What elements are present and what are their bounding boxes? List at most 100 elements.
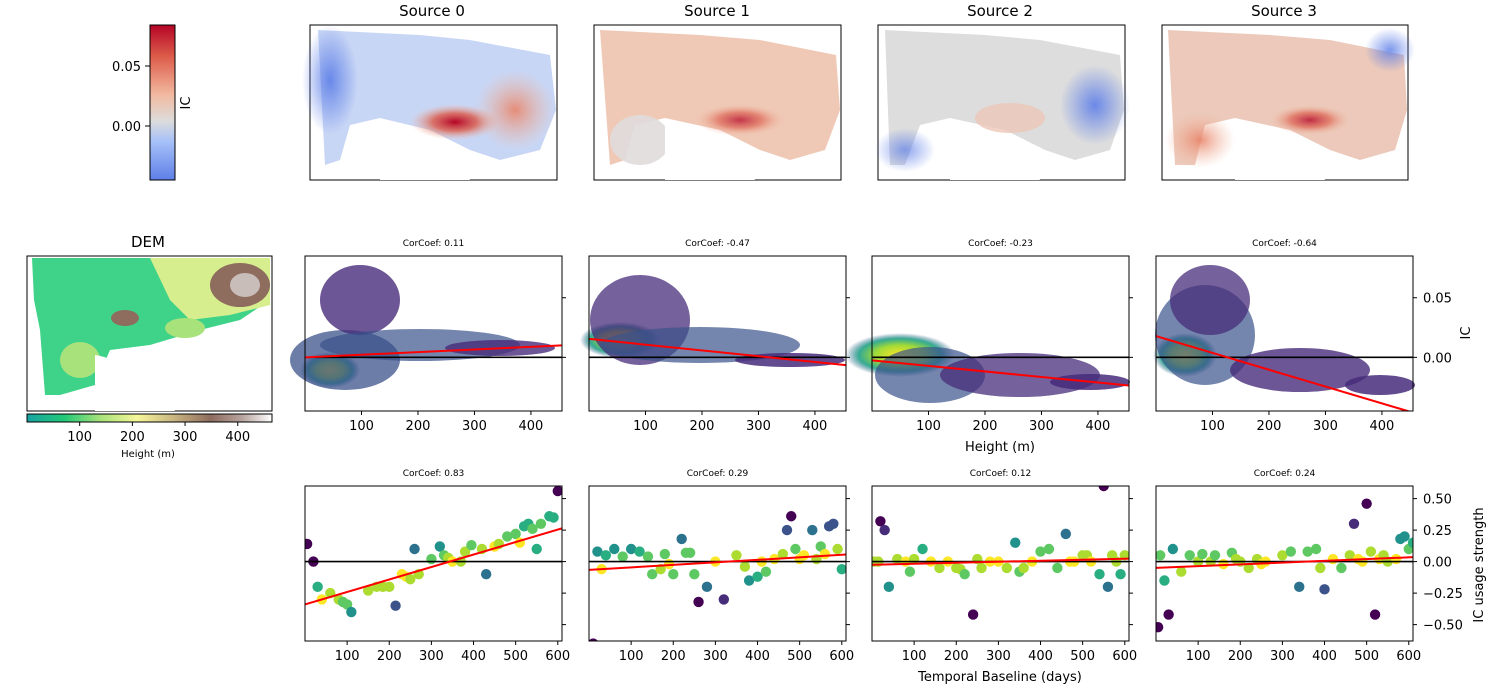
scatter-point <box>617 551 628 562</box>
plot-area <box>589 337 846 367</box>
panel-frame <box>1155 255 1414 412</box>
source-map-3: Source 3 <box>1161 2 1415 181</box>
scatter-point <box>510 528 521 540</box>
x-tick-label: 500 <box>1070 649 1095 664</box>
dem-title: DEM <box>131 233 165 251</box>
scatter-point <box>1348 518 1360 530</box>
temporal-ylabel: IC usage strength <box>1472 507 1487 622</box>
corcoef-label: CorCoef: -0.23 <box>968 239 1033 249</box>
scatter-point <box>502 531 513 542</box>
x-tick-label: 200 <box>944 649 969 664</box>
scatter-point <box>527 523 538 535</box>
scatter-point <box>1018 562 1029 574</box>
scatter-point <box>879 524 890 536</box>
height-cloud-3 <box>1153 265 1415 395</box>
source-map-0: Source 0 <box>302 2 558 181</box>
x-tick-label: 400 <box>803 419 828 434</box>
corcoef-label: CorCoef: 0.12 <box>970 469 1032 479</box>
source-title-2: Source 2 <box>967 2 1033 20</box>
x-tick-label: 200 <box>1228 649 1253 664</box>
scatter-point <box>434 541 446 552</box>
ic-colorbar-tick-2: 0.00 <box>112 120 141 135</box>
corcoef-label: CorCoef: 0.83 <box>403 469 465 479</box>
scatter-point <box>634 546 645 557</box>
scatter-point <box>1043 543 1055 555</box>
y-tick-label: 0.00 <box>1423 556 1452 571</box>
source-map-1: Source 1 <box>593 2 842 181</box>
scatter-point <box>1156 621 1164 633</box>
scatter-point <box>959 569 970 580</box>
ic-colorbar: 0.05 0.00 IC <box>112 24 194 181</box>
scatter-point <box>777 548 789 560</box>
panel-frame <box>304 485 563 642</box>
x-tick-label: 400 <box>745 649 770 664</box>
x-tick-label: 400 <box>1028 649 1053 664</box>
scatter-panel-height-1: CorCoef: -0.47 100 200 300 400 <box>588 239 850 434</box>
panel-frame <box>871 485 1130 642</box>
scatter-point <box>875 516 886 527</box>
scatter-point <box>718 594 730 605</box>
scatter-point <box>384 581 395 593</box>
scatter-point <box>1365 546 1377 557</box>
scatter-point <box>1010 537 1021 548</box>
dem-tick-label: 200 <box>120 430 145 445</box>
temporal-xlabel: Temporal Baseline (days) <box>917 670 1082 685</box>
scatter-point <box>1035 546 1046 557</box>
x-tick-label: 300 <box>746 419 771 434</box>
scatter-point <box>552 486 562 497</box>
scatter-point <box>1310 543 1322 555</box>
x-tick-label: 200 <box>690 419 715 434</box>
scatter-point <box>1102 581 1114 593</box>
fit-line <box>1156 335 1412 411</box>
scatter-point <box>642 551 654 562</box>
scatter-point <box>1315 562 1326 574</box>
scatter-point <box>1060 528 1072 540</box>
y-tick-label: −0.25 <box>1423 587 1463 602</box>
x-tick-label: 200 <box>377 649 402 664</box>
dem-xlabel: Height (m) <box>121 449 175 460</box>
fit-line <box>305 527 562 606</box>
x-tick-label: 300 <box>986 649 1011 664</box>
fit-line <box>872 557 1129 566</box>
scatter-point <box>1302 546 1313 557</box>
scatter-point <box>743 575 755 586</box>
corcoef-label: CorCoef: 0.29 <box>687 469 749 479</box>
y-tick-label: 0.05 <box>1423 292 1452 307</box>
scatter-point <box>1098 486 1109 492</box>
scatter-point <box>752 571 763 582</box>
height-cloud-0 <box>290 265 555 390</box>
scatter-point <box>480 569 492 580</box>
scatter-point <box>1209 550 1221 561</box>
height-cloud-2 <box>845 333 1130 403</box>
scatter-point <box>739 561 751 572</box>
x-tick-label: 600 <box>545 649 570 664</box>
scatter-point <box>836 563 846 575</box>
scatter-panel-height-0: CorCoef: 0.11 100 200 300 400 <box>304 239 566 434</box>
source-title-3: Source 3 <box>1251 2 1317 20</box>
scatter-point <box>466 540 477 551</box>
scatter-panel-temporal-0: CorCoef: 0.83 100 200 300 400 500 600 <box>304 469 570 664</box>
scatter-point <box>904 566 916 577</box>
scatter-point <box>535 518 547 530</box>
scatter-point <box>701 581 713 593</box>
scatter-point <box>1184 550 1195 561</box>
scatter-point <box>798 550 810 561</box>
scatter-point <box>1163 609 1174 620</box>
scatter-point <box>1399 531 1410 542</box>
scatter-point <box>531 543 542 555</box>
scatter-point <box>1344 550 1356 561</box>
x-tick-label: 400 <box>1312 649 1337 664</box>
x-tick-label: 300 <box>1029 419 1054 434</box>
x-tick-label: 600 <box>1112 649 1137 664</box>
ic-colorbar-tick-1: 0.05 <box>112 60 141 75</box>
x-tick-label: 300 <box>703 649 728 664</box>
scatter-point <box>646 569 658 580</box>
scatter-point <box>1001 562 1013 574</box>
source-title-0: Source 0 <box>399 2 465 20</box>
dem-panel: DEM 100 200 300 400 Height (m) <box>26 233 273 460</box>
scatter-point <box>1156 550 1166 561</box>
scatter-point <box>819 548 831 560</box>
plot-area <box>589 511 846 641</box>
scatter-point <box>390 600 401 611</box>
